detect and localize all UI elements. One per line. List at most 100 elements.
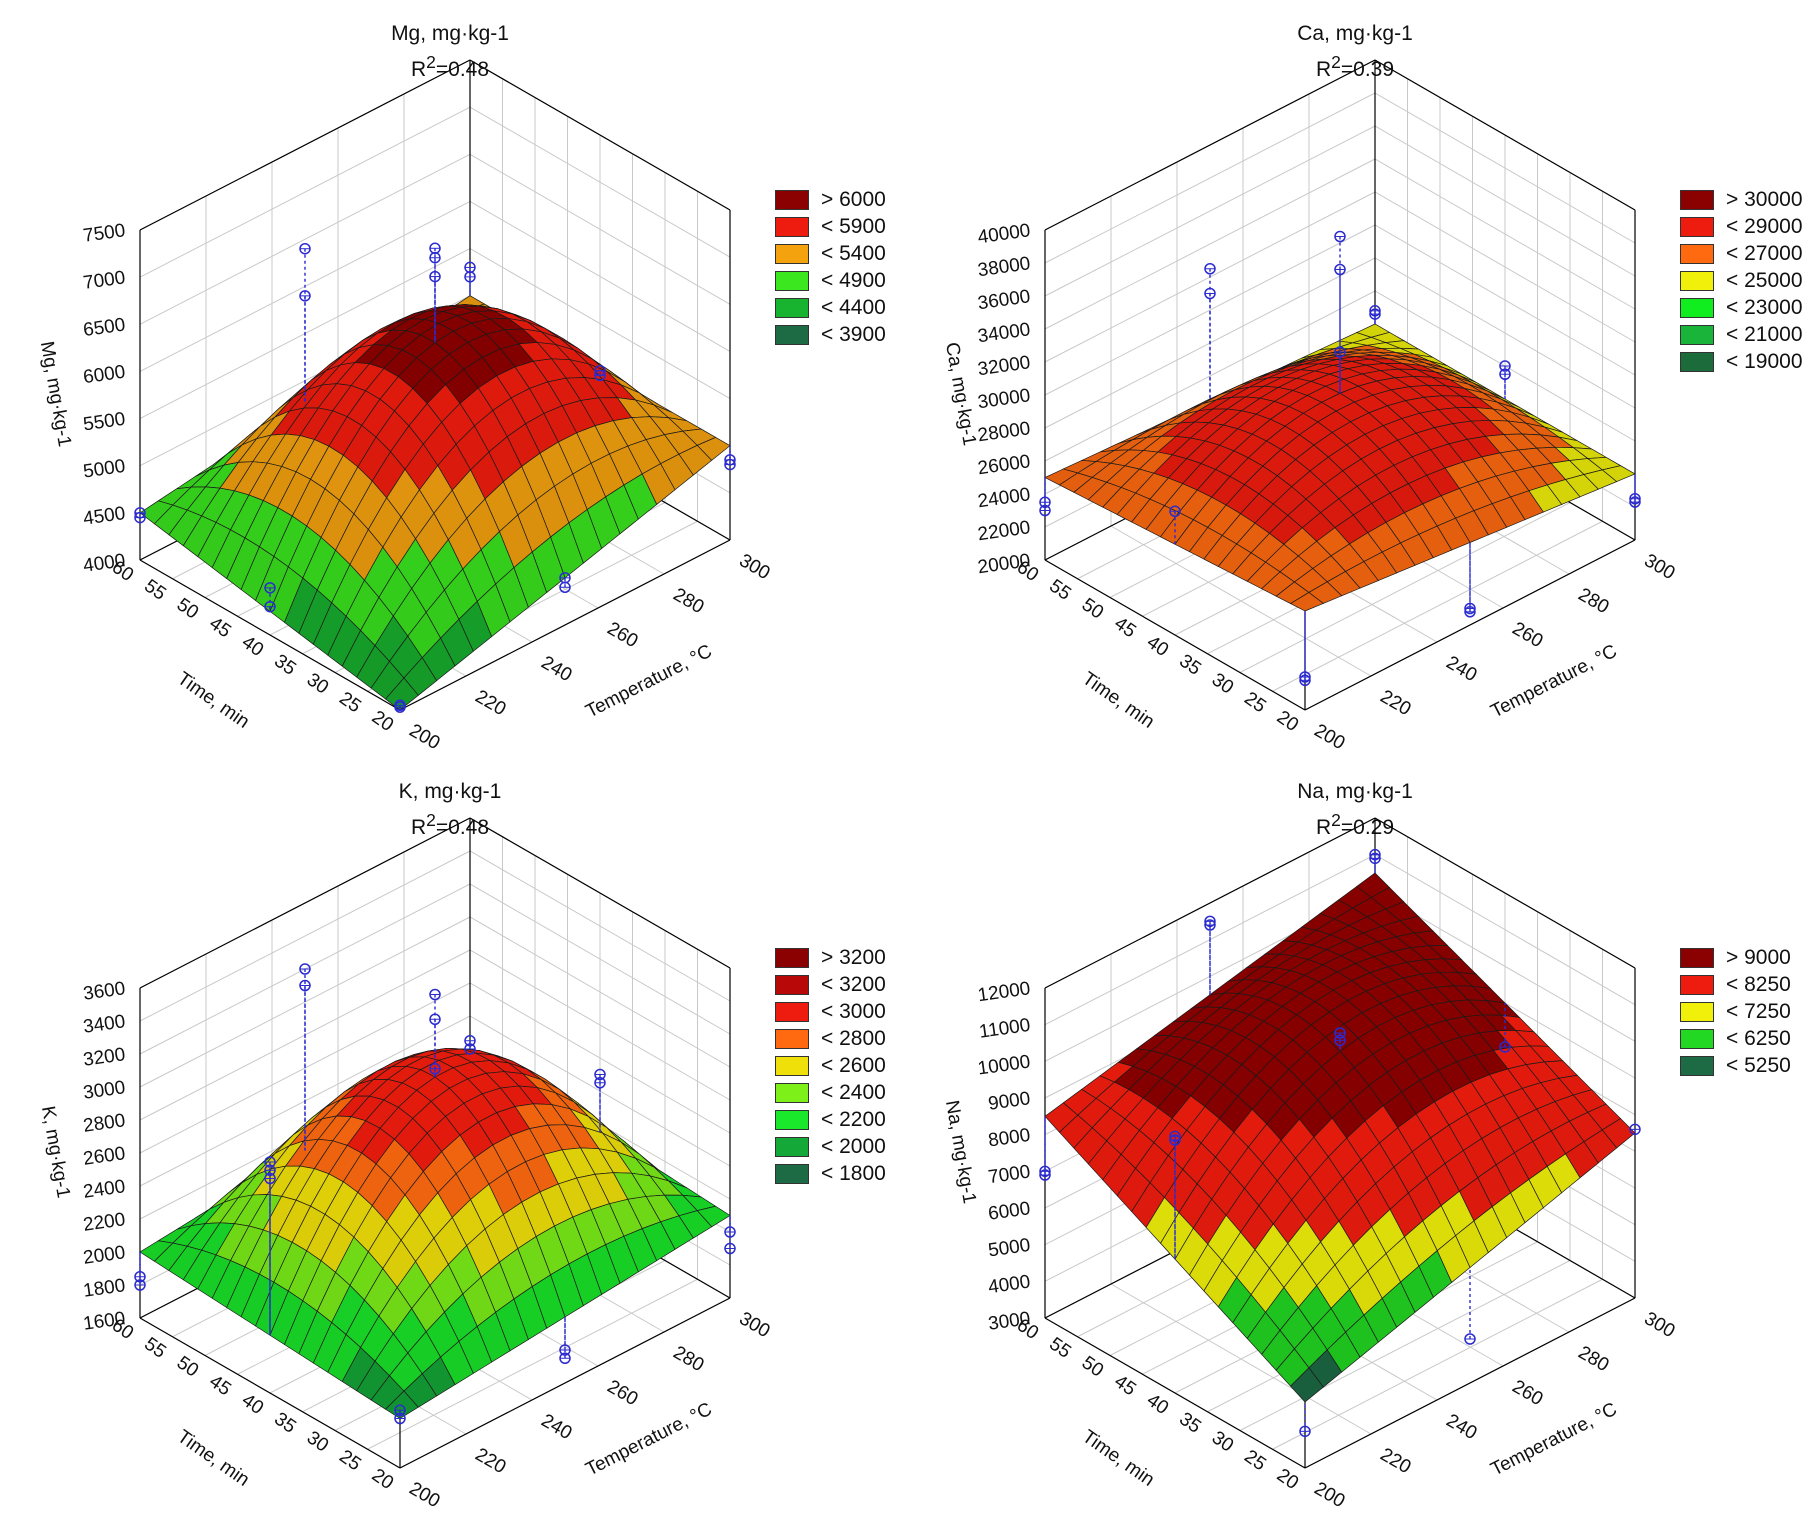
y-axis-label: Time, min xyxy=(1078,668,1158,733)
legend-swatch xyxy=(775,1083,809,1103)
z-tick-label: 6500 xyxy=(82,314,127,341)
x-tick-label: 240 xyxy=(1443,652,1481,686)
legend-label: > 6000 xyxy=(821,188,886,211)
y-tick-label: 45 xyxy=(205,613,234,642)
legend-label: < 23000 xyxy=(1726,296,1803,319)
y-tick-label: 30 xyxy=(303,669,332,698)
observation-point xyxy=(1299,1425,1311,1438)
z-tick-label: 2600 xyxy=(82,1143,127,1170)
legend-swatch xyxy=(1680,352,1714,372)
box-edge xyxy=(1044,817,1376,989)
observation-point xyxy=(559,1352,571,1364)
observation-point xyxy=(1204,263,1216,275)
x-axis-label: Temperature, °C xyxy=(583,1399,716,1481)
legend-label: < 3200 xyxy=(821,973,886,996)
legend-label: < 3000 xyxy=(821,1000,886,1023)
x-tick-label: 280 xyxy=(670,584,708,618)
surface-mesh xyxy=(139,1047,731,1419)
grid-line-z xyxy=(139,106,731,278)
y-tick-label: 35 xyxy=(270,651,299,680)
observation-point xyxy=(1369,852,1381,865)
legend-label: < 3900 xyxy=(821,323,886,346)
z-tick-label: 11000 xyxy=(978,1015,1032,1043)
z-tick-label: 7500 xyxy=(82,220,127,247)
observation-point xyxy=(264,600,276,613)
observation-point xyxy=(299,290,311,302)
legend-swatch xyxy=(775,271,809,291)
legend-label: > 30000 xyxy=(1726,188,1803,211)
legend-label: < 27000 xyxy=(1726,242,1803,265)
observation-point xyxy=(299,963,311,975)
x-tick-label: 280 xyxy=(1575,584,1613,618)
x-tick-label: 260 xyxy=(1509,1376,1547,1410)
legend-swatch xyxy=(1680,1029,1714,1049)
observation-point xyxy=(594,1077,606,1089)
z-tick-label: 2400 xyxy=(82,1176,127,1203)
observation-point xyxy=(1629,1123,1641,1136)
z-tick-label: 28000 xyxy=(976,418,1031,446)
chart-title: Na, mg·kg-1 xyxy=(1297,780,1413,803)
z-tick-label: 34000 xyxy=(976,319,1031,347)
legend-label: < 2600 xyxy=(821,1054,886,1077)
legend-label: < 21000 xyxy=(1726,323,1803,346)
y-tick-label: 30 xyxy=(1208,669,1237,698)
legend-label: < 2200 xyxy=(821,1108,886,1131)
observation-point xyxy=(429,1063,441,1075)
surface-plot: 2000022000240002600028000300003200034000… xyxy=(941,59,1678,754)
observation-point xyxy=(724,458,736,471)
z-axis-label: Ca, mg·kg-1 xyxy=(941,341,980,448)
box-edge xyxy=(1044,1317,1306,1469)
legend-swatch xyxy=(775,1002,809,1022)
legend-swatch xyxy=(775,298,809,318)
legend-swatch xyxy=(775,1110,809,1130)
legend-swatch xyxy=(1680,975,1714,995)
y-tick-label: 50 xyxy=(1078,1352,1107,1381)
x-axis-label: Temperature, °C xyxy=(583,641,716,723)
legend-swatch xyxy=(1680,948,1714,968)
z-tick-label: 1800 xyxy=(82,1275,127,1302)
box-edge xyxy=(1374,817,1636,969)
legend-swatch xyxy=(1680,271,1714,291)
observation-point xyxy=(724,1242,736,1255)
y-tick-label: 55 xyxy=(1045,1334,1074,1363)
z-tick-label: 9000 xyxy=(987,1088,1032,1115)
observation-point xyxy=(1039,1169,1051,1181)
box-edge xyxy=(139,1317,401,1469)
y-tick-label: 40 xyxy=(1143,1390,1172,1419)
observation-point xyxy=(464,271,476,283)
y-axis-label: Time, min xyxy=(173,668,253,733)
chart-panel-0: Mg, mg·kg-1 R2=0.48 4000 4500 5000 5500 6000 65… xyxy=(0,10,900,770)
x-tick-label: 300 xyxy=(736,1308,774,1342)
z-tick-label: 2200 xyxy=(82,1209,127,1236)
legend-label: < 6250 xyxy=(1726,1027,1791,1050)
observation-point xyxy=(299,979,311,992)
observation-point xyxy=(1039,504,1051,517)
legend-label: < 29000 xyxy=(1726,215,1803,238)
surface-cell xyxy=(384,1390,419,1419)
observation-point xyxy=(1499,368,1511,380)
box-edge xyxy=(1044,59,1376,231)
x-tick-label: 260 xyxy=(1509,618,1547,652)
r2-letter: R xyxy=(1315,816,1332,839)
y-tick-label: 40 xyxy=(1143,632,1172,661)
y-tick-label: 35 xyxy=(1175,1409,1204,1438)
y-tick-label: 25 xyxy=(335,688,364,717)
y-tick-label: 55 xyxy=(140,576,169,605)
y-axis-label: Time, min xyxy=(1078,1426,1158,1491)
observation-point xyxy=(299,242,311,255)
r2-letter: R xyxy=(1315,58,1332,81)
observation-point xyxy=(1334,1034,1346,1047)
z-axis-label: Na, mg·kg-1 xyxy=(941,1099,980,1206)
surface-plot: 1600180020002200240026002800300032003400… xyxy=(37,817,774,1512)
z-tick-label: 8000 xyxy=(987,1125,1032,1152)
z-tick-label: 40000 xyxy=(976,220,1031,248)
x-tick-label: 200 xyxy=(406,720,444,754)
legend-swatch xyxy=(775,244,809,264)
legend-swatch xyxy=(775,1137,809,1157)
x-tick-label: 240 xyxy=(538,1410,576,1444)
z-tick-label: 3600 xyxy=(82,978,127,1005)
box-edge xyxy=(1304,539,1636,711)
y-tick-label: 30 xyxy=(303,1427,332,1456)
x-tick-label: 280 xyxy=(1575,1342,1613,1376)
floor-grid-line xyxy=(1239,502,1571,673)
